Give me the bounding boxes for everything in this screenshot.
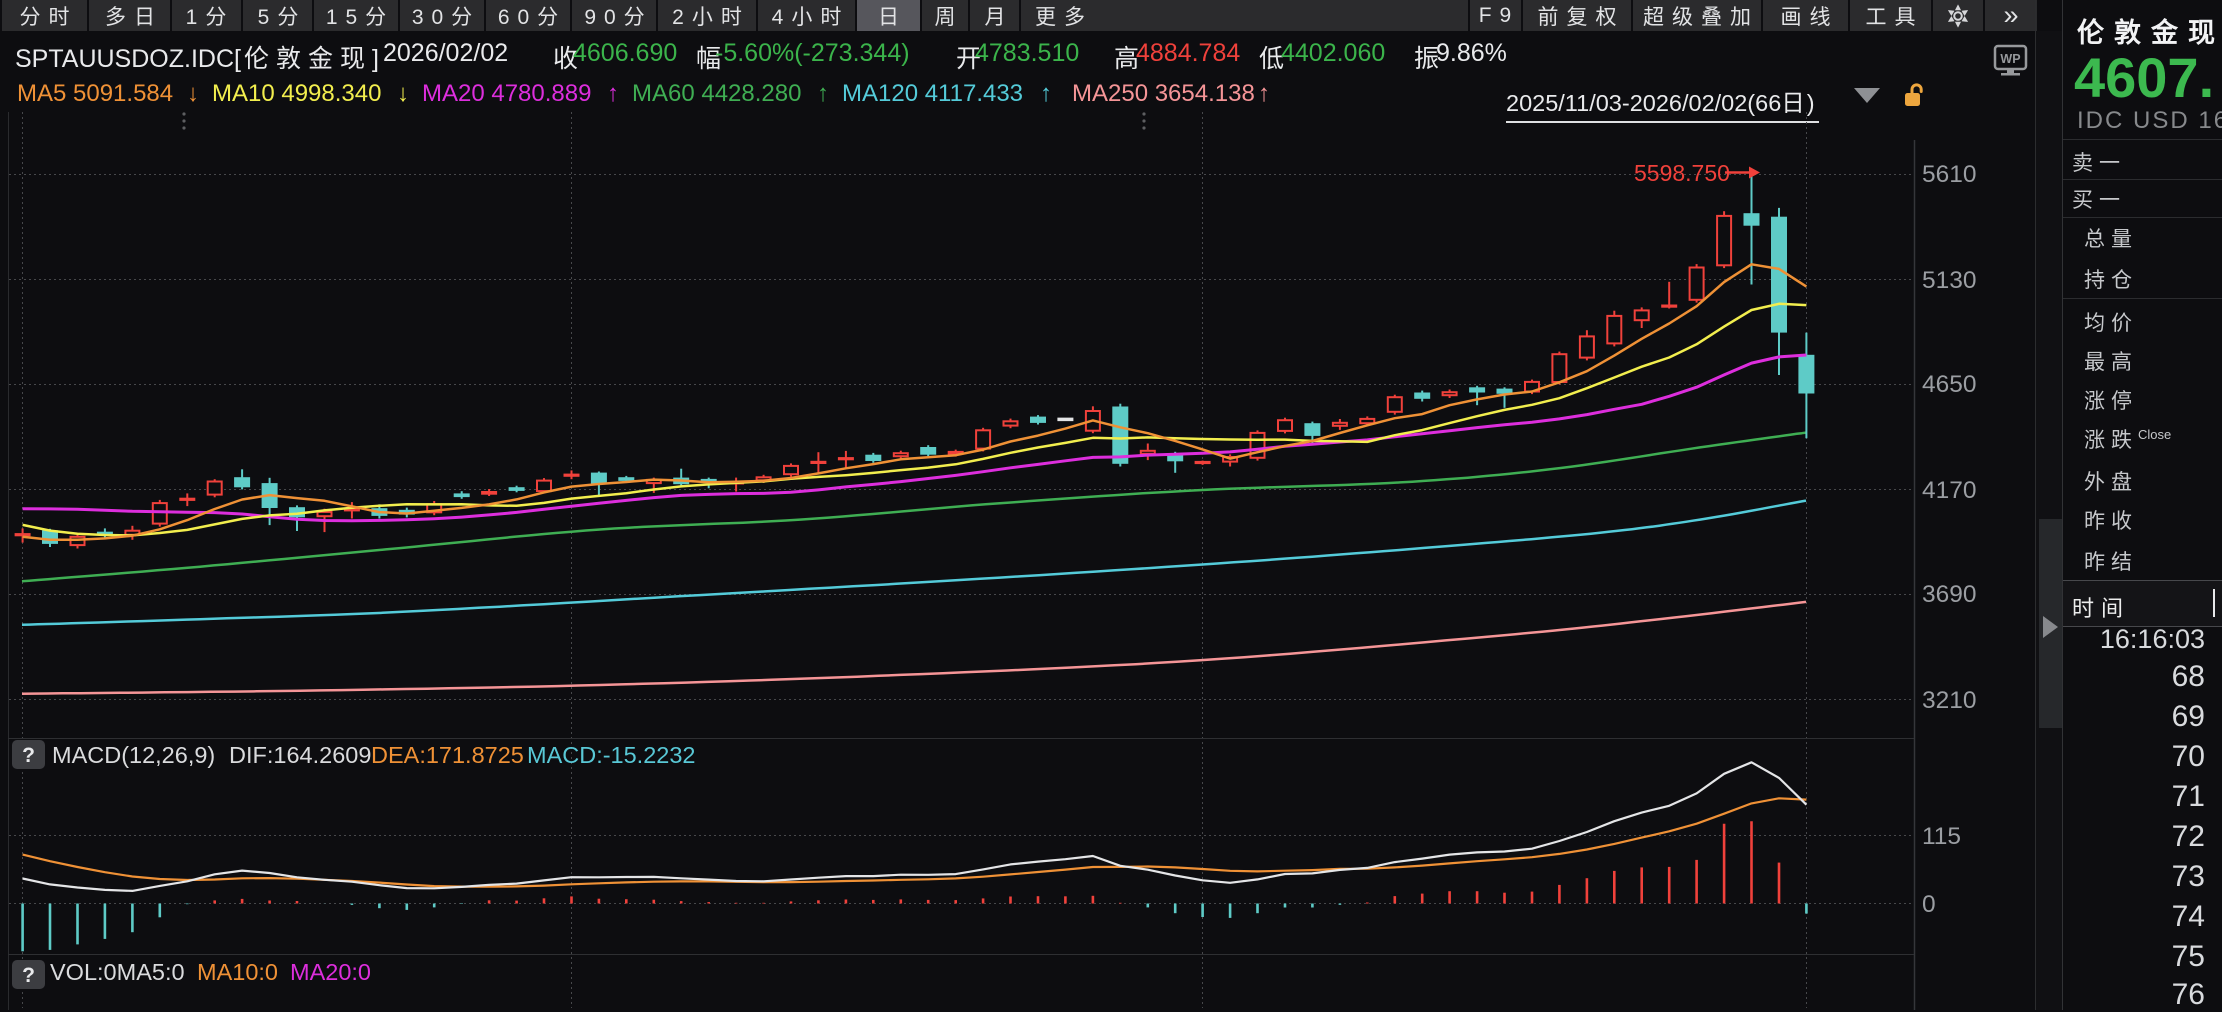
svg-text:115: 115 [1922,823,1961,850]
svg-text:4170: 4170 [1922,477,1977,504]
svg-text:MACD(12,26,9): MACD(12,26,9) [52,742,215,768]
svg-text:DEA:171.8725: DEA:171.8725 [371,742,524,768]
svg-text:VOL:0MA5:0: VOL:0MA5:0 [50,959,185,985]
svg-text:4650: 4650 [1922,371,1977,398]
svg-text:MA10:0: MA10:0 [197,959,278,985]
svg-text:DIF:164.2609: DIF:164.2609 [229,742,371,768]
svg-text:MACD:-15.2232: MACD:-15.2232 [527,742,696,768]
svg-text:3690: 3690 [1922,581,1977,608]
svg-text:5610: 5610 [1922,161,1977,188]
svg-text:?: ? [22,964,35,987]
svg-text:3210: 3210 [1922,687,1977,714]
svg-text:WP: WP [2000,52,2020,66]
svg-text:5598.750: 5598.750 [1634,160,1730,186]
svg-text:0: 0 [1922,891,1936,918]
svg-text:?: ? [22,744,35,767]
svg-text:MA20:0: MA20:0 [290,959,371,985]
svg-text:5130: 5130 [1922,267,1977,294]
